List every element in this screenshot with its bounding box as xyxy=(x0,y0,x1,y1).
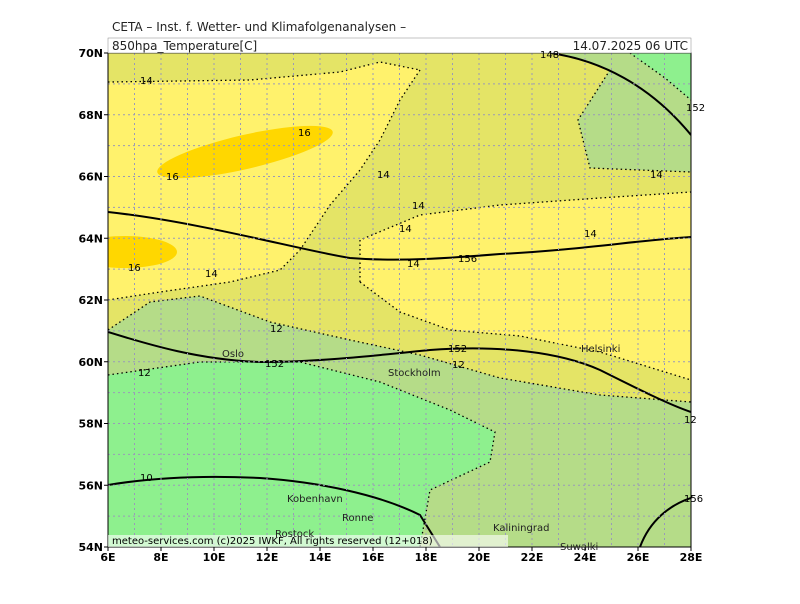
contour-label: 152 xyxy=(686,103,705,114)
header-title: CETA – Inst. f. Wetter- und Klimafolgena… xyxy=(112,20,406,34)
lat-label: 64N xyxy=(78,232,103,245)
city-label: Rostock xyxy=(275,529,314,540)
lon-label: 6E xyxy=(100,551,115,564)
lon-label: 28E xyxy=(680,551,703,564)
temperature-field xyxy=(108,53,691,547)
contour-label: 10 xyxy=(140,473,153,484)
lon-label: 10E xyxy=(203,551,226,564)
lon-label: 26E xyxy=(627,551,650,564)
lon-label: 24E xyxy=(574,551,597,564)
city-label: Suwalki xyxy=(560,542,598,553)
lat-label: 68N xyxy=(78,109,103,122)
valid-time: 14.07.2025 06 UTC xyxy=(573,39,688,53)
contour-label: 16 xyxy=(128,263,141,274)
city-label: Ronne xyxy=(342,513,373,524)
lat-label: 54N xyxy=(78,541,103,554)
lon-label: 14E xyxy=(309,551,332,564)
contour-label: 12 xyxy=(452,360,465,371)
city-label: Kaliningrad xyxy=(493,523,549,534)
city-label: Helsinki xyxy=(581,344,620,355)
contour-label: 14 xyxy=(205,269,218,280)
contour-label: 156 xyxy=(458,254,477,265)
contour-label: 148 xyxy=(540,50,559,61)
contour-label: 14 xyxy=(140,76,153,87)
lon-label: 18E xyxy=(415,551,438,564)
contour-label: 16 xyxy=(298,128,311,139)
lon-label: 16E xyxy=(362,551,385,564)
field-name: 850hpa_Temperature[C] xyxy=(112,39,257,53)
city-label: Oslo xyxy=(222,349,244,360)
contour-label: 14 xyxy=(584,229,597,240)
contour-label: 16 xyxy=(166,172,179,183)
lat-label: 62N xyxy=(78,294,103,307)
contour-label: 12 xyxy=(138,368,151,379)
lat-label: 58N xyxy=(78,418,103,431)
lon-label: 22E xyxy=(521,551,544,564)
contour-label: 12 xyxy=(270,324,283,335)
contour-label: 152 xyxy=(448,344,467,355)
lon-label: 12E xyxy=(256,551,279,564)
contour-label: 14 xyxy=(650,170,663,181)
lat-label: 70N xyxy=(78,47,103,60)
lon-label: 20E xyxy=(468,551,491,564)
lat-label: 60N xyxy=(78,356,103,369)
contour-label: 14 xyxy=(412,201,425,212)
contour-label: 14 xyxy=(377,170,390,181)
footer: meteo-services.com (c)2025 IWKF, All rig… xyxy=(112,536,433,547)
lat-label: 66N xyxy=(78,171,103,184)
city-label: Stockholm xyxy=(388,368,441,379)
contour-label: 152 xyxy=(265,359,284,370)
contour-label: 156 xyxy=(684,494,703,505)
lon-label: 8E xyxy=(153,551,168,564)
contour-label: 12 xyxy=(684,415,697,426)
city-label: Kobenhavn xyxy=(287,494,343,505)
contour-label: 14 xyxy=(399,224,412,235)
lat-label: 56N xyxy=(78,479,103,492)
contour-label: 14 xyxy=(407,259,420,270)
